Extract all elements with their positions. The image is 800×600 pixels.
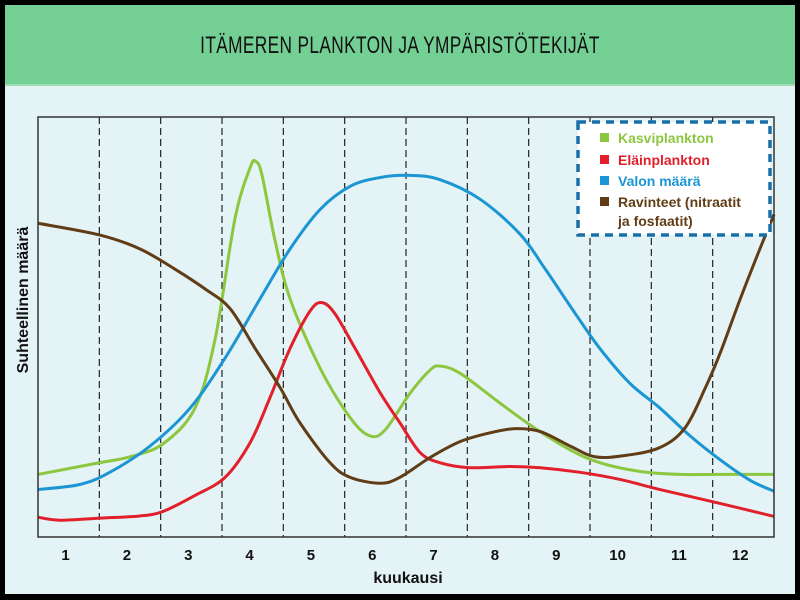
x-tick-label: 10 [609,547,626,564]
series-line-0 [37,158,774,477]
legend-label-valon-maara: Valon määrä [618,173,701,189]
chart-frame: ITÄMEREN PLANKTON JA YMPÄRISTÖTEKIJÄT [5,5,795,594]
plot-border [37,116,775,538]
chart-title: ITÄMEREN PLANKTON JA YMPÄRISTÖTEKIJÄT [200,32,600,59]
x-axis-label: kuukausi [373,570,442,587]
legend-label-kasviplankton: Kasviplankton [618,130,714,146]
x-tick-label: 5 [307,547,315,564]
x-tick-label: 6 [368,547,376,564]
series-line-1 [37,301,775,522]
legend-swatch-valon-maara [600,176,609,185]
x-tick-labels: 1 2 3 4 5 6 7 8 9 10 11 12 [61,547,748,564]
legend-label-ravinteet: Ravinteet (nitraatit [618,194,741,210]
x-tick-label: 11 [671,547,687,564]
x-tick-label: 2 [123,547,131,564]
x-tick-label: 12 [732,547,749,564]
legend-swatch-kasviplankton [600,133,609,142]
series-lines [37,158,776,522]
x-tick-label: 8 [491,547,499,564]
x-tick-label: 1 [61,547,69,564]
series-line-3 [37,213,776,485]
legend-swatch-elainplankton [600,155,609,164]
legend-label-elainplankton: Eläinplankton [618,152,710,168]
legend: Kasviplankton Eläinplankton Valon määrä … [576,120,772,237]
legend-box [576,120,772,237]
legend-label-ravinteet-cont: ja fosfaatit) [617,213,693,229]
x-tick-label: 9 [552,547,560,564]
y-axis-label: Suhteellinen määrä [15,227,32,374]
legend-swatch-ravinteet [600,197,609,206]
x-tick-label: 4 [245,547,254,564]
x-tick-label: 7 [429,547,437,564]
x-tick-label: 3 [184,547,192,564]
series-line-2 [37,173,775,493]
header-banner: ITÄMEREN PLANKTON JA YMPÄRISTÖTEKIJÄT [5,5,795,86]
